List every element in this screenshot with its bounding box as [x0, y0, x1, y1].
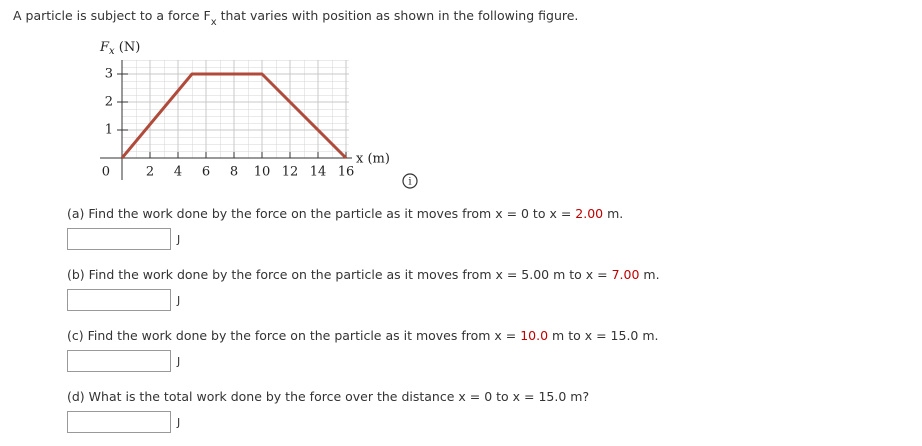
- question-text: m.: [639, 267, 660, 282]
- question-text: (a) Find the work done by the force on t…: [67, 206, 576, 221]
- answer-input[interactable]: [67, 228, 171, 250]
- x-tick-label: 12: [282, 165, 299, 180]
- info-icon[interactable]: [402, 173, 418, 189]
- y-label-subscript: x: [109, 46, 115, 57]
- x-tick-label: 16: [338, 165, 355, 180]
- intro-subscript: x: [210, 17, 217, 28]
- answer-unit: J: [177, 415, 181, 429]
- x-tick-label: 8: [230, 165, 238, 180]
- question-text: (d) What is the total work done by the f…: [67, 389, 590, 404]
- y-tick-label: 1: [105, 123, 113, 138]
- y-label-symbol: F: [99, 40, 110, 55]
- question-text: m.: [603, 206, 624, 221]
- x-tick-label: 10: [254, 165, 271, 180]
- answer-unit: J: [177, 354, 181, 368]
- y-label-unit: (N): [115, 40, 141, 55]
- intro-text: A particle is subject to a force F: [13, 8, 211, 23]
- x-tick-label: 2: [146, 165, 154, 180]
- question-value: 2.00: [575, 206, 604, 221]
- y-tick-label: 2: [105, 95, 113, 110]
- question-value: 7.00: [611, 267, 640, 282]
- answer-unit: J: [177, 232, 181, 246]
- question-value: 10.0: [520, 328, 549, 343]
- x-tick-label: 0: [102, 165, 110, 180]
- x-tick-label: 6: [202, 165, 210, 180]
- question: (a) Find the work done by the force on t…: [67, 206, 623, 250]
- question-text: (b) Find the work done by the force on t…: [67, 267, 612, 282]
- x-axis-label: x (m): [356, 152, 390, 167]
- y-tick-label: 3: [105, 67, 113, 82]
- info-icon-glyph: i: [408, 177, 411, 188]
- minor-grid: [122, 60, 349, 158]
- y-axis-label: Fx (N): [99, 40, 140, 57]
- question: (d) What is the total work done by the f…: [67, 389, 589, 433]
- question-text: m to x = 15.0 m.: [548, 328, 659, 343]
- problem-intro: A particle is subject to a force Fx that…: [13, 8, 579, 28]
- force-line: [120, 72, 348, 160]
- answer-input[interactable]: [67, 411, 171, 433]
- intro-text: that varies with position as shown in th…: [216, 8, 579, 23]
- answer-input[interactable]: [67, 289, 171, 311]
- x-tick-label: 14: [310, 165, 327, 180]
- answer-unit: J: [177, 293, 181, 307]
- question: (c) Find the work done by the force on t…: [67, 328, 659, 372]
- x-tick-label: 4: [174, 165, 182, 180]
- question: (b) Find the work done by the force on t…: [67, 267, 660, 311]
- question-text: (c) Find the work done by the force on t…: [67, 328, 521, 343]
- answer-input[interactable]: [67, 350, 171, 372]
